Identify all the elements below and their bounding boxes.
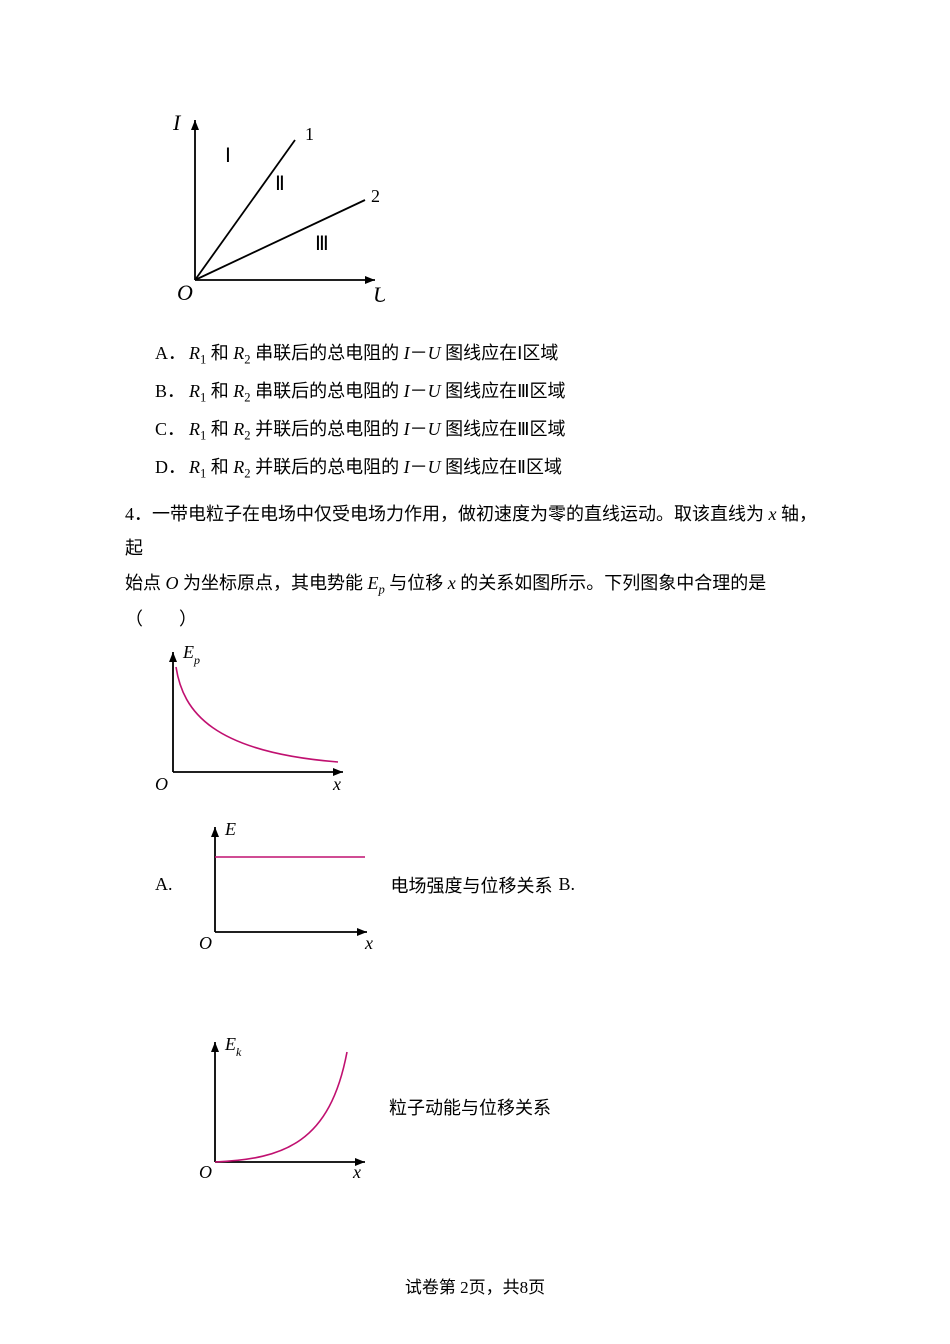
- q4-number: 4．: [125, 504, 152, 524]
- q3-d-letter: D．: [155, 449, 189, 487]
- q3-options: A． R1 和 R2 串联后的总电阻的 I－U 图线应在Ⅰ区域 B． R1 和 …: [155, 335, 830, 487]
- svg-text:Ⅱ: Ⅱ: [275, 173, 285, 195]
- q4-stem-line2: 始点 O 为坐标原点，其电势能 Ep 与位移 x 的关系如图所示。下列图象中合理…: [125, 573, 766, 630]
- page-number: 试卷第 2页，共8页: [405, 1278, 545, 1297]
- q3-a-text: R1 和 R2 串联后的总电阻的 I－U 图线应在Ⅰ区域: [189, 335, 558, 373]
- ep-x-graph: Ep x O: [143, 642, 353, 792]
- svg-text:Ep: Ep: [182, 642, 200, 667]
- q3-a-letter: A．: [155, 335, 189, 373]
- svg-text:2: 2: [371, 186, 380, 206]
- svg-text:Ⅲ: Ⅲ: [315, 233, 329, 255]
- q3-b-text: R1 和 R2 串联后的总电阻的 I－U 图线应在Ⅲ区域: [189, 373, 566, 411]
- q3-c-letter: C．: [155, 411, 189, 449]
- e-x-graph: Ex O: [187, 817, 377, 952]
- q3-c-text: R1 和 R2 并联后的总电阻的 I－U 图线应在Ⅲ区域: [189, 411, 566, 449]
- svg-text:x: x: [332, 774, 341, 792]
- q3-iu-graph: I U O Ⅰ Ⅱ Ⅲ 1 2: [165, 110, 385, 310]
- q3-option-d: D． R1 和 R2 并联后的总电阻的 I－U 图线应在Ⅱ区域: [155, 449, 830, 487]
- q4-a-caption: 电场强度与位移关系: [391, 872, 553, 898]
- svg-text:U: U: [373, 282, 385, 307]
- svg-text:O: O: [177, 280, 193, 305]
- q3-figure: I U O Ⅰ Ⅱ Ⅲ 1 2: [165, 110, 830, 315]
- q4-b-label: B.: [559, 874, 576, 895]
- q3-option-b: B． R1 和 R2 串联后的总电阻的 I－U 图线应在Ⅲ区域: [155, 373, 830, 411]
- page-footer: 试卷第 2页，共8页: [0, 1273, 950, 1298]
- svg-text:x: x: [352, 1162, 361, 1182]
- q3-option-c: C． R1 和 R2 并联后的总电阻的 I－U 图线应在Ⅲ区域: [155, 411, 830, 449]
- q4-b-caption: 粒子动能与位移关系: [389, 1094, 551, 1120]
- q4-ep-figure: Ep x O: [143, 642, 830, 797]
- svg-text:x: x: [364, 933, 373, 952]
- q4-option-a-row: A. Ex O 电场强度与位移关系 B.: [155, 817, 830, 952]
- svg-text:O: O: [199, 933, 212, 952]
- svg-text:1: 1: [305, 124, 314, 144]
- q3-d-text: R1 和 R2 并联后的总电阻的 I－U 图线应在Ⅱ区域: [189, 449, 562, 487]
- q4-stem: 4．一带电粒子在电场中仅受电场力作用，做初速度为零的直线运动。取该直线为 x 轴…: [125, 497, 830, 636]
- svg-text:O: O: [155, 774, 168, 792]
- svg-text:Ek: Ek: [224, 1034, 242, 1059]
- q4-option-b-row: Ek x O 粒子动能与位移关系: [185, 1032, 830, 1182]
- q3-b-letter: B．: [155, 373, 189, 411]
- q4-stem-line1: 一带电粒子在电场中仅受电场力作用，做初速度为零的直线运动。取该直线为 x 轴，起: [125, 504, 817, 558]
- svg-text:Ⅰ: Ⅰ: [225, 145, 231, 167]
- svg-text:I: I: [172, 110, 182, 135]
- ek-x-graph: Ek x O: [185, 1032, 375, 1182]
- q4-a-label: A.: [155, 874, 173, 895]
- svg-text:O: O: [199, 1162, 212, 1182]
- page: I U O Ⅰ Ⅱ Ⅲ 1 2 A． R1 和 R2 串联后的总电阻的 I－U 图线应在Ⅰ区域…: [0, 0, 950, 1344]
- q3-option-a: A． R1 和 R2 串联后的总电阻的 I－U 图线应在Ⅰ区域: [155, 335, 830, 373]
- svg-text:E: E: [224, 819, 236, 839]
